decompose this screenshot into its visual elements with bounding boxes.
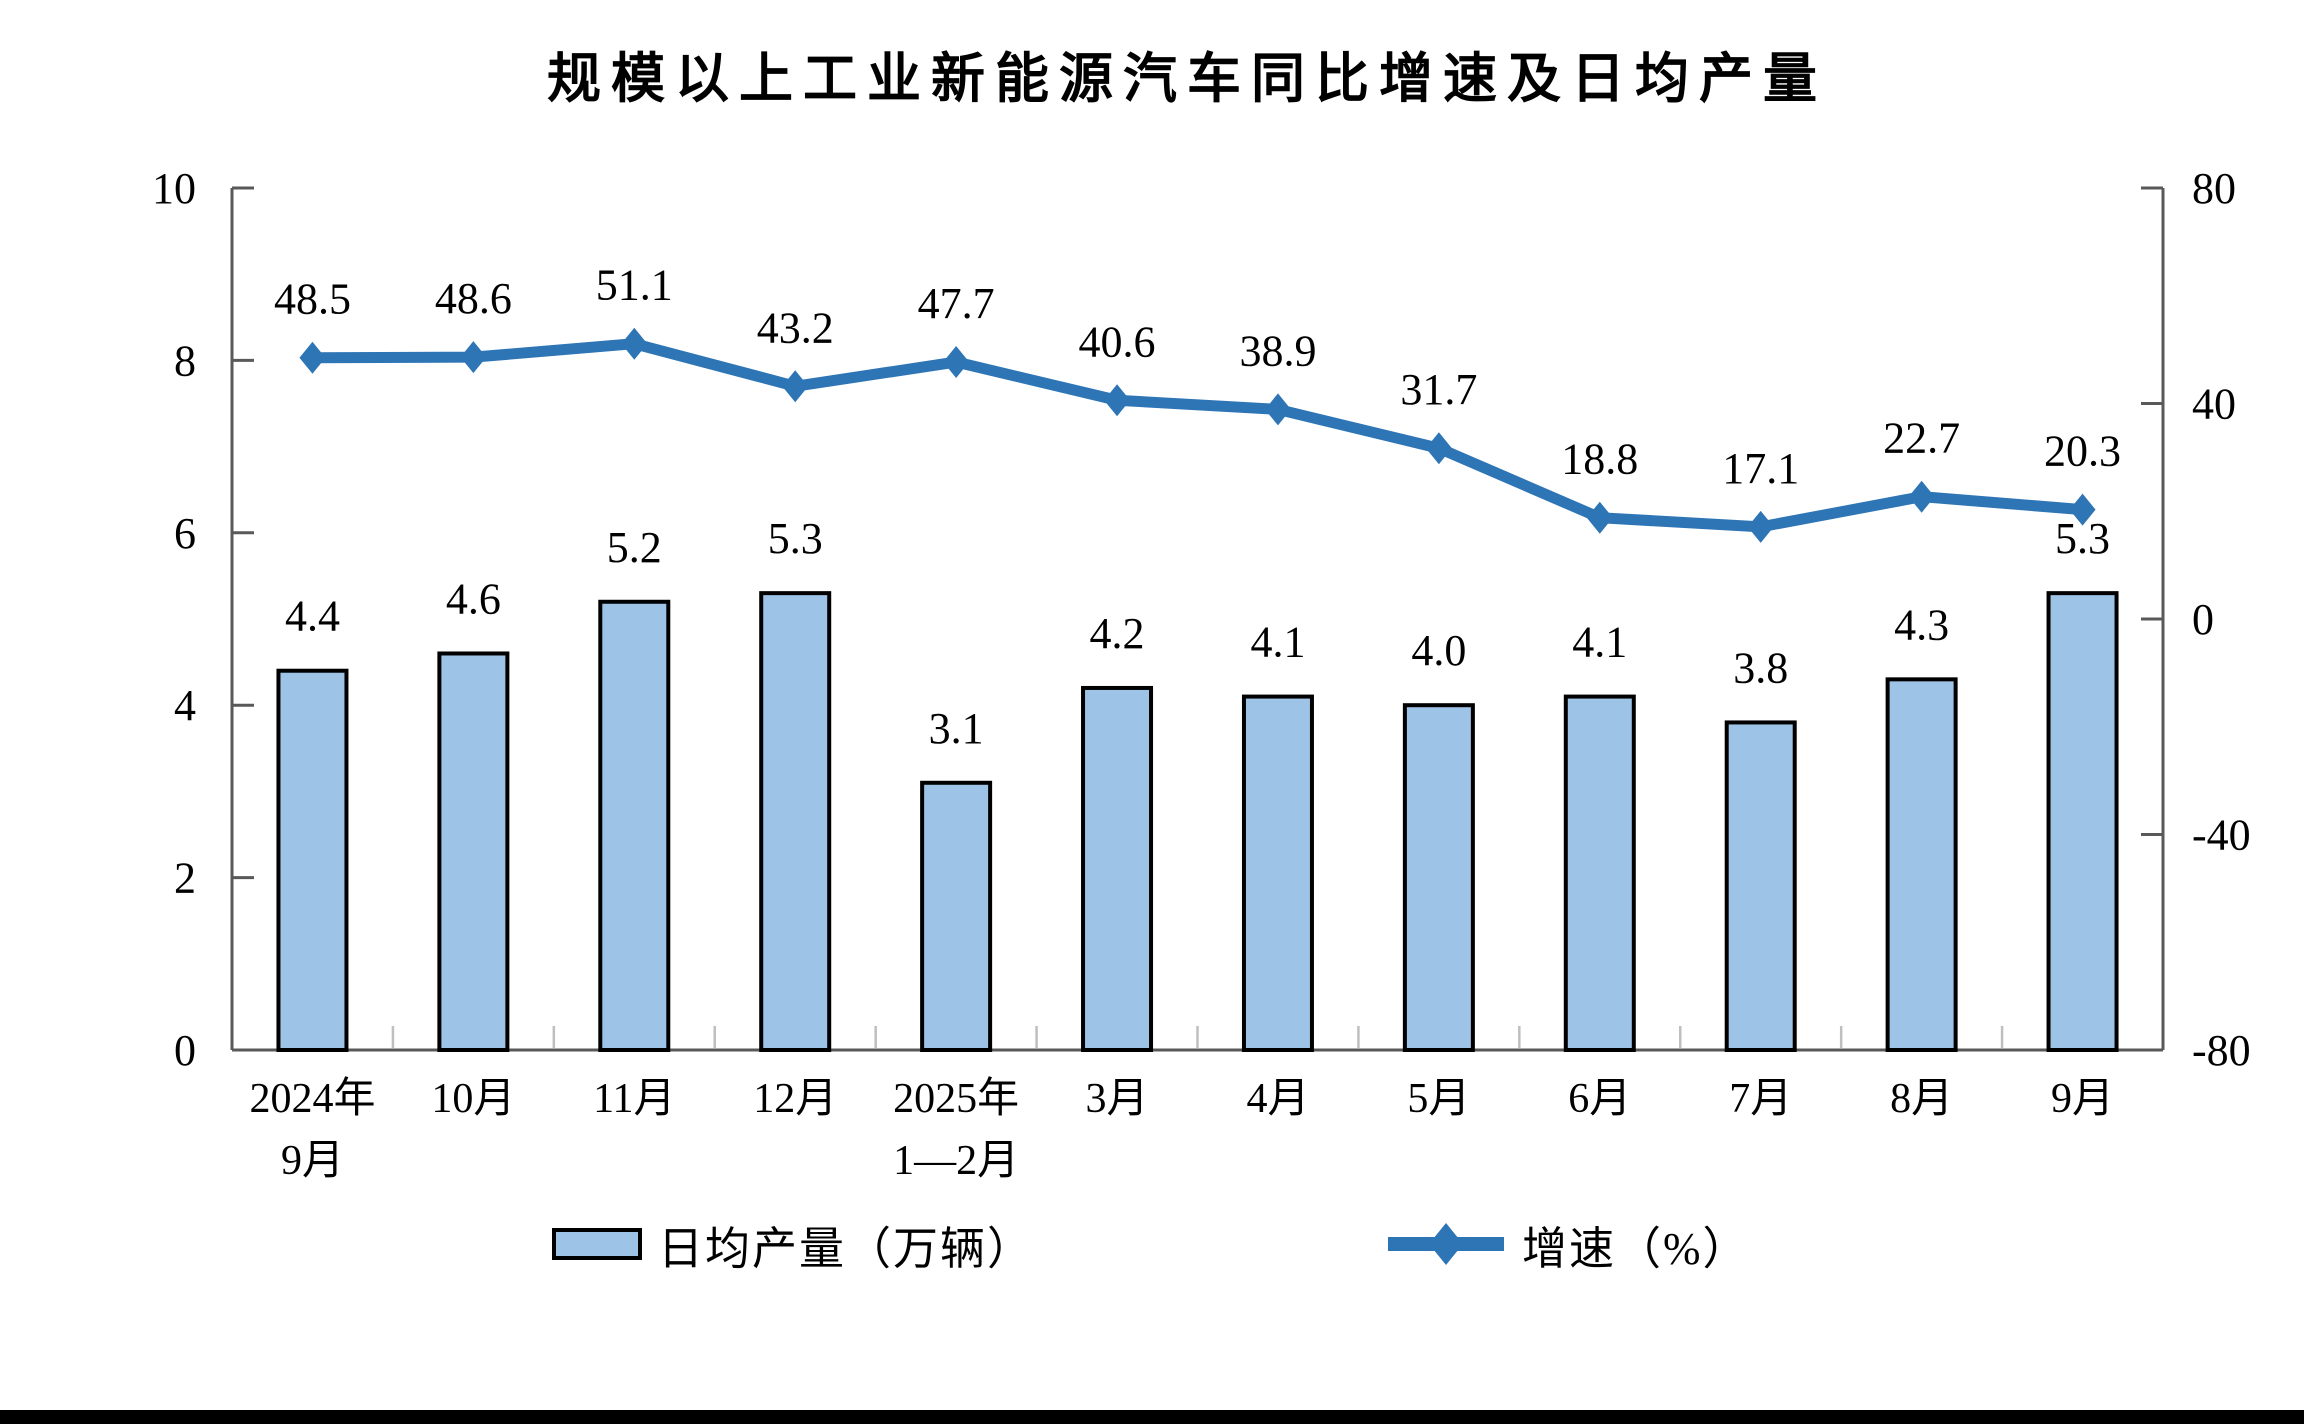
bar: [1724, 720, 1797, 1052]
x-axis-category-label: 9月: [2051, 1076, 2114, 1122]
legend-label-daily-output: 日均产量（万辆）: [658, 1223, 1035, 1274]
y-axis-left-label: 2: [174, 854, 196, 903]
line-series-swatch-icon: [1388, 1223, 1504, 1265]
y-axis-right-label: -80: [2192, 1026, 2251, 1075]
bar: [759, 591, 832, 1052]
bar-data-label: 3.8: [1733, 643, 1788, 692]
line-marker-diamond: [943, 346, 970, 379]
x-axis-category-label: 12月: [753, 1076, 837, 1122]
line-marker-diamond: [1104, 384, 1131, 417]
line-marker-diamond: [1425, 432, 1452, 465]
line-data-label: 51.1: [596, 261, 673, 310]
line-marker-diamond: [2069, 493, 2096, 526]
x-axis-category-label: 8月: [1890, 1076, 1953, 1122]
x-axis-category-label: 9月: [281, 1138, 344, 1184]
line-data-label: 47.7: [918, 279, 995, 328]
y-axis-left-label: 10: [152, 164, 196, 213]
bar: [598, 599, 671, 1052]
x-axis-category-label: 11月: [593, 1076, 675, 1122]
line-data-label: 18.8: [1561, 435, 1638, 484]
bar: [920, 780, 993, 1053]
bar-data-label: 4.4: [285, 592, 340, 641]
line-data-label: 43.2: [757, 303, 834, 352]
line-marker-diamond: [782, 370, 809, 403]
line-data-label: 20.3: [2044, 427, 2121, 476]
chart-title: 规模以上工业新能源汽车同比增速及日均产量: [547, 49, 1827, 109]
x-axis-category-label: 4月: [1246, 1076, 1309, 1122]
line-data-label: 17.1: [1722, 444, 1799, 493]
line-data-label: 31.7: [1400, 365, 1477, 414]
bar: [1402, 703, 1475, 1052]
bar-data-label: 4.3: [1894, 600, 1949, 649]
line-marker-diamond: [299, 341, 326, 374]
bar: [1563, 694, 1636, 1053]
x-axis-category-label: 7月: [1729, 1076, 1792, 1122]
y-axis-left-label: 6: [174, 509, 196, 558]
line-marker-diamond: [1908, 480, 1935, 513]
x-axis-category-label: 6月: [1568, 1076, 1631, 1122]
line-data-label: 48.6: [435, 274, 512, 323]
bar-series-swatch-icon: [552, 1228, 642, 1260]
bar-data-label: 4.0: [1411, 626, 1466, 675]
line-marker-diamond: [1586, 501, 1613, 534]
y-axis-right-label: 80: [2192, 164, 2236, 213]
legend-label-growth-rate: 增速（%）: [1522, 1223, 1750, 1274]
bar-data-label: 4.1: [1572, 618, 1627, 667]
line-data-label: 22.7: [1883, 414, 1960, 463]
bar-data-label: 5.2: [607, 523, 662, 572]
bar-data-label: 5.3: [768, 514, 823, 563]
line-data-label: 38.9: [1239, 326, 1316, 375]
y-axis-left-label: 8: [174, 336, 196, 385]
legend-item-daily-output: 日均产量（万辆）: [552, 1218, 1034, 1274]
bar: [1241, 694, 1314, 1053]
line-marker-diamond: [1747, 510, 1774, 543]
x-axis-category-label: 3月: [1086, 1076, 1149, 1122]
x-axis-category-label: 5月: [1407, 1076, 1470, 1122]
bar-data-label: 3.1: [929, 704, 984, 753]
bar-data-label: 4.2: [1090, 609, 1145, 658]
line-marker-diamond: [460, 341, 487, 374]
bar: [2046, 591, 2119, 1052]
y-axis-left-label: 4: [174, 681, 196, 730]
line-marker-diamond: [1264, 393, 1291, 426]
line-marker-diamond: [621, 327, 648, 360]
x-axis-category-label: 10月: [431, 1076, 515, 1122]
growth-line: [312, 338, 2083, 533]
bar-data-label: 4.6: [446, 574, 501, 623]
line-swatch-part: [1429, 1223, 1463, 1265]
y-axis-left-label: 0: [174, 1026, 196, 1075]
x-axis-category-label: 1—2月: [893, 1138, 1019, 1184]
x-axis-category-label: 2025年: [893, 1075, 1019, 1122]
line-data-label: 40.6: [1079, 317, 1156, 366]
x-axis-category-label: 2024年: [249, 1075, 375, 1122]
y-axis-right-label: -40: [2192, 811, 2251, 860]
bar: [276, 668, 349, 1052]
y-axis-right-label: 0: [2192, 595, 2214, 644]
legend-item-growth-rate: 增速（%）: [1384, 1218, 1750, 1274]
bottom-window-edge: [0, 1410, 2304, 1424]
bar: [1081, 685, 1154, 1053]
bar: [437, 651, 510, 1052]
bar-data-label: 4.1: [1250, 618, 1305, 667]
line-data-label: 48.5: [274, 275, 351, 324]
y-axis-right-label: 40: [2192, 380, 2236, 429]
bar: [1885, 677, 1958, 1053]
